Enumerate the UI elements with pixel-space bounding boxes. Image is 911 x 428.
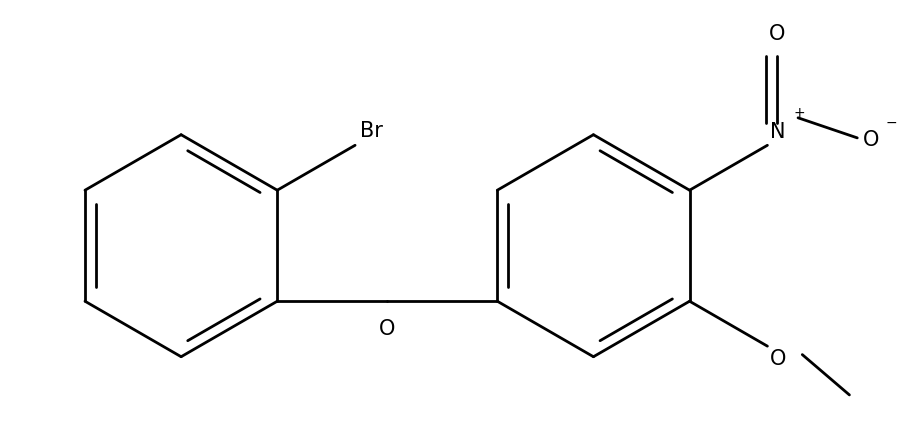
- Text: +: +: [793, 106, 804, 120]
- Text: O: O: [862, 130, 878, 150]
- Text: O: O: [769, 349, 785, 369]
- Text: −: −: [885, 116, 896, 130]
- Text: O: O: [379, 319, 395, 339]
- Text: N: N: [769, 122, 784, 142]
- Text: Br: Br: [360, 121, 383, 141]
- Text: O: O: [768, 24, 784, 44]
